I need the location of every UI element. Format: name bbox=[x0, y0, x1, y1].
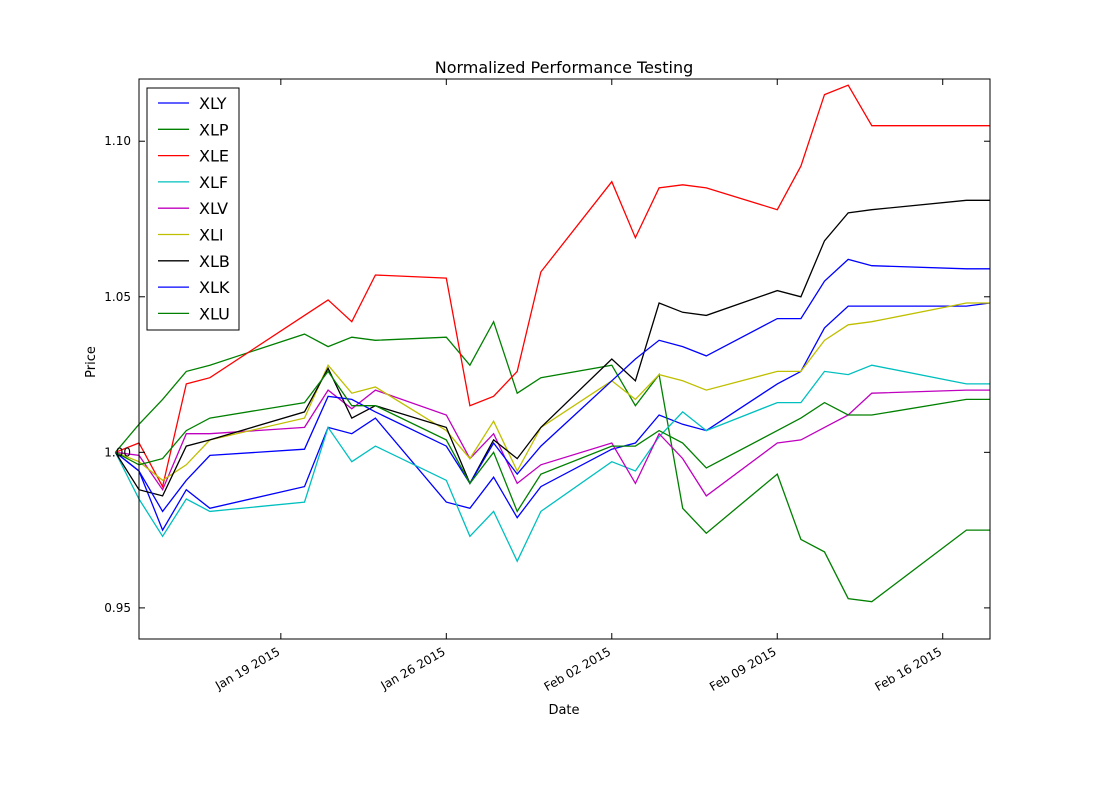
legend-label-xli: XLI bbox=[199, 226, 224, 245]
series-line-xlf bbox=[114, 364, 990, 563]
y-tick-label: 1.00 bbox=[104, 445, 131, 459]
series-line-xly bbox=[114, 302, 991, 532]
y-tick-label: 0.95 bbox=[104, 601, 131, 615]
series-line-xlb bbox=[114, 199, 990, 497]
chart-title: Normalized Performance Testing bbox=[435, 58, 694, 77]
legend-label-xlk: XLK bbox=[199, 278, 230, 297]
legend-label-xlb: XLB bbox=[199, 252, 230, 271]
legend-label-xle: XLE bbox=[199, 147, 229, 166]
legend-label-xlv: XLV bbox=[199, 199, 228, 218]
y-tick-label: 1.05 bbox=[104, 290, 131, 304]
legend-label-xly: XLY bbox=[199, 94, 227, 113]
legend-frame bbox=[146, 87, 240, 331]
series-line-xlp bbox=[114, 320, 990, 603]
legend-label-xlp: XLP bbox=[199, 120, 229, 139]
y-axis-ticks: 0.95 1.00 1.05 1.10 bbox=[104, 134, 990, 615]
legend-label-xlf: XLF bbox=[199, 173, 228, 192]
x-axis-label: Date bbox=[548, 703, 579, 718]
series-line-xlv bbox=[115, 389, 990, 497]
series-line-xle bbox=[115, 84, 990, 489]
series-layer bbox=[114, 84, 991, 603]
series-line-xli bbox=[115, 302, 990, 482]
series-line-xlk bbox=[114, 258, 990, 513]
legend: XLY XLP XLE XLF XLV XLI XLB XLK XLU bbox=[146, 87, 240, 331]
series-line-xlu bbox=[115, 370, 990, 513]
y-tick-label: 1.10 bbox=[104, 134, 131, 148]
plot-area-frame bbox=[138, 78, 991, 640]
legend-label-xlu: XLU bbox=[199, 304, 230, 323]
y-axis-label: Price bbox=[84, 346, 99, 378]
